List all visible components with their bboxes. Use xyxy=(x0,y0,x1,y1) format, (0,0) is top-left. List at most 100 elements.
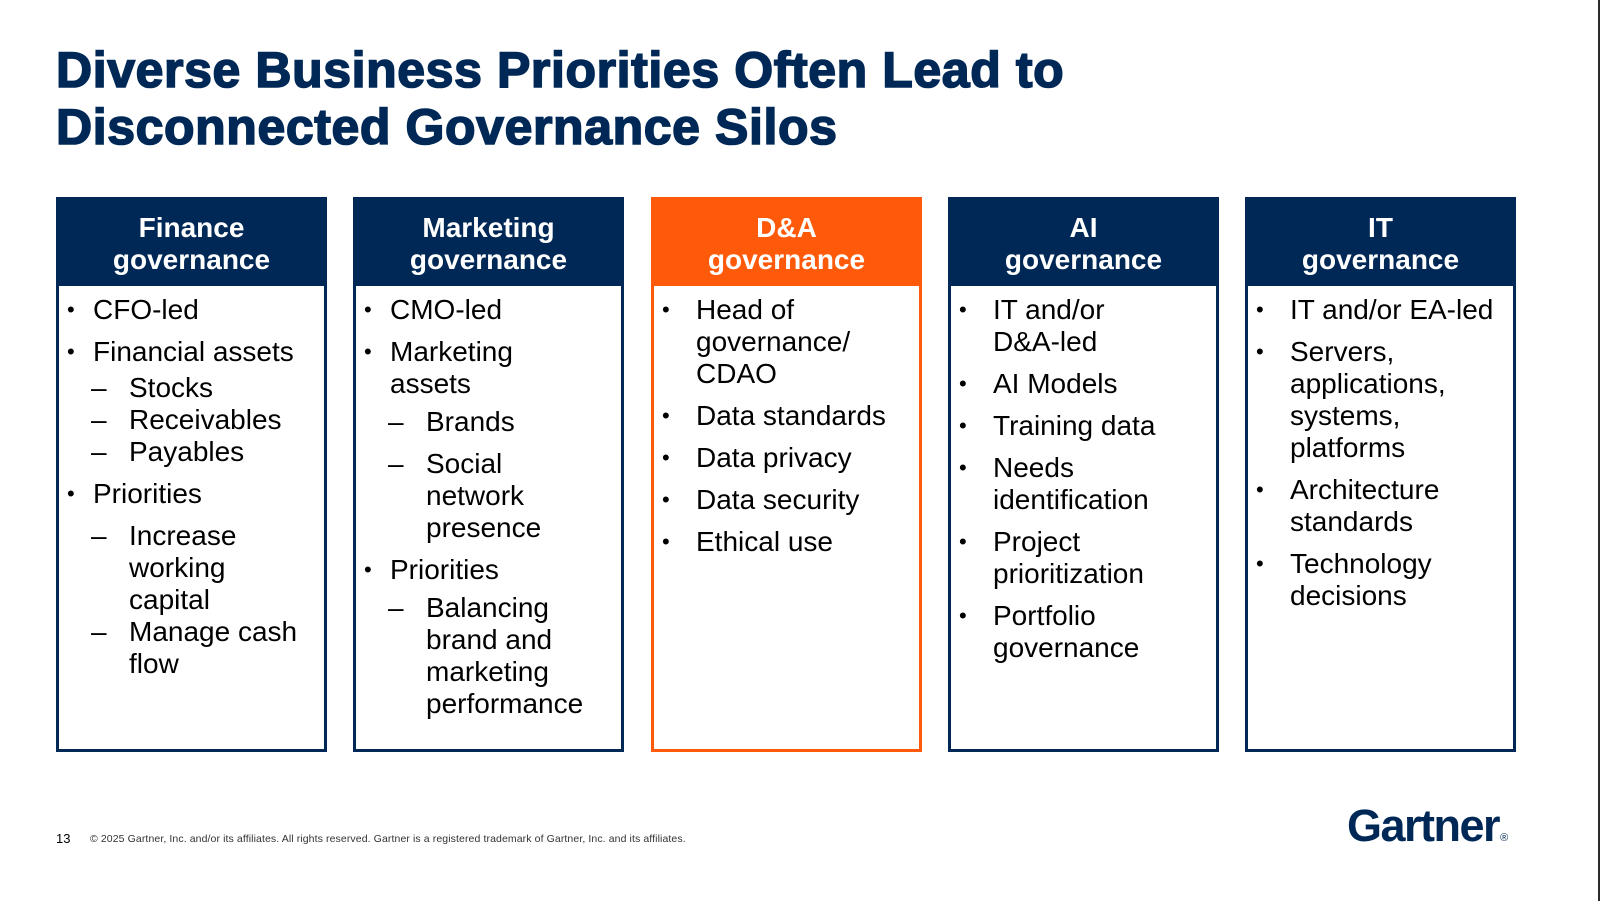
bullet-icon: • xyxy=(364,297,372,322)
list-item-text: Servers, applications, systems, platform… xyxy=(1290,336,1446,463)
column-header-line-1: D&A xyxy=(756,211,817,243)
column-header-line-2: governance xyxy=(707,243,866,275)
column-header: Finance governance xyxy=(59,200,324,286)
bullet-icon: • xyxy=(959,413,967,438)
column-header-line-2: governance xyxy=(112,243,271,275)
sub-list-item-text: Social network presence xyxy=(426,448,542,543)
sub-list-item-text: Brands xyxy=(426,406,515,437)
column-header-line-2: governance xyxy=(1301,243,1460,275)
list-item: • AI Models xyxy=(959,368,1210,400)
list-item: • Technology decisions xyxy=(1256,548,1507,612)
bullet-icon: • xyxy=(959,455,967,480)
sub-list-item-text: Manage cash flow xyxy=(129,616,298,679)
column-header-line-1: IT xyxy=(1368,211,1393,243)
list-item-text: Data security xyxy=(696,484,860,515)
column-header: Marketing governance xyxy=(356,200,621,286)
bullet-icon: • xyxy=(67,297,75,322)
column-body: • Head of governance/ CDAO • Data standa… xyxy=(654,286,919,558)
column-header: D&A governance xyxy=(654,200,919,286)
list-item-text: Needs identification xyxy=(993,452,1149,515)
list-item: • Ethical use xyxy=(662,526,913,558)
column-body: • CFO-led • Financial assets – Stocks – … xyxy=(59,286,324,680)
sub-list-item: – Social network presence xyxy=(364,448,615,544)
list-item-text: Data standards xyxy=(696,400,886,431)
dash-icon: – xyxy=(91,436,107,467)
list-item: • Training data xyxy=(959,410,1210,442)
bullet-icon: • xyxy=(662,297,670,322)
list-item: • Priorities xyxy=(67,478,318,510)
dash-icon: – xyxy=(388,448,404,479)
bullet-icon: • xyxy=(1256,297,1264,322)
bullet-icon: • xyxy=(67,339,75,364)
list-item-text: IT and/or EA-led xyxy=(1290,294,1494,325)
list-item: • Head of governance/ CDAO xyxy=(662,294,913,390)
column-header-line-2: governance xyxy=(1004,243,1163,275)
column-header-line-1: Finance xyxy=(138,211,245,243)
list-item-text: Ethical use xyxy=(696,526,833,557)
title-line-1: Diverse Business Priorities Often Lead t… xyxy=(55,41,1065,99)
bullet-icon: • xyxy=(662,487,670,512)
list-item-text: Data privacy xyxy=(696,442,852,473)
bullet-icon: • xyxy=(662,529,670,554)
list-item: • Needs identification xyxy=(959,452,1210,516)
bullet-icon: • xyxy=(364,557,372,582)
list-item: • Portfolio governance xyxy=(959,600,1210,664)
list-item: • Data privacy xyxy=(662,442,913,474)
sub-list: – Balancing brand and marketing performa… xyxy=(364,592,615,720)
bullet-icon: • xyxy=(1256,551,1264,576)
sub-list-item: – Receivables xyxy=(67,404,318,436)
bullet-icon: • xyxy=(959,603,967,628)
registered-mark-icon: ® xyxy=(1500,832,1509,844)
gartner-logo: Gartner® xyxy=(1347,800,1508,852)
column-marketing-governance: Marketing governance • CMO-led • Marketi… xyxy=(353,197,624,752)
sub-list: – Increase working capital – Manage cash… xyxy=(67,520,318,680)
bullet-icon: • xyxy=(1256,477,1264,502)
list-item-text: Portfolio governance xyxy=(993,600,1140,663)
logo-wordmark: Gartner xyxy=(1347,800,1501,851)
list-item: • Data security xyxy=(662,484,913,516)
list-item-text: Project prioritization xyxy=(993,526,1144,589)
sub-list-item: – Increase working capital xyxy=(67,520,318,616)
dash-icon: – xyxy=(388,406,404,437)
slide-title: Diverse Business Priorities Often Lead t… xyxy=(55,41,1065,156)
bullet-icon: • xyxy=(662,445,670,470)
sub-list-item-text: Payables xyxy=(129,436,245,467)
dash-icon: – xyxy=(91,616,107,647)
list-item-text: Training data xyxy=(993,410,1156,441)
list-item-text: Priorities xyxy=(390,554,499,585)
list-item: • Architecture standards xyxy=(1256,474,1507,538)
column-header-line-2: governance xyxy=(409,243,568,275)
sub-list-item: – Stocks xyxy=(67,372,318,404)
copyright-notice: © 2025 Gartner, Inc. and/or its affiliat… xyxy=(90,833,686,845)
column-da-governance: D&A governance • Head of governance/ CDA… xyxy=(651,197,922,752)
column-body: • CMO-led • Marketing assets – Brands – … xyxy=(356,286,621,720)
column-header: AI governance xyxy=(951,200,1216,286)
list-item-text: Priorities xyxy=(93,478,202,509)
sub-list-item-text: Increase working capital xyxy=(129,520,237,615)
list-item-text: Head of governance/ CDAO xyxy=(696,294,851,389)
list-item: • Marketing assets xyxy=(364,336,615,400)
bullet-icon: • xyxy=(662,403,670,428)
list-item: • CMO-led xyxy=(364,294,615,326)
title-line-2: Disconnected Governance Silos xyxy=(55,98,838,156)
sub-list-item: – Balancing brand and marketing performa… xyxy=(364,592,615,720)
list-item-text: IT and/or D&A-led xyxy=(993,294,1105,357)
sub-list: – Stocks – Receivables – Payables xyxy=(67,372,318,468)
column-header-line-1: AI xyxy=(1069,211,1098,243)
list-item: • Servers, applications, systems, platfo… xyxy=(1256,336,1507,464)
list-item-text: Architecture standards xyxy=(1290,474,1440,537)
bullet-icon: • xyxy=(959,297,967,322)
page-number: 13 xyxy=(56,831,71,846)
sub-list-item: – Brands xyxy=(364,406,615,438)
slide-right-edge xyxy=(1598,0,1600,901)
sub-list-item: – Payables xyxy=(67,436,318,468)
list-item: • Priorities xyxy=(364,554,615,586)
sub-list: – Brands – Social network presence xyxy=(364,406,615,544)
sub-list-item: – Manage cash flow xyxy=(67,616,318,680)
list-item: • Financial assets xyxy=(67,336,318,368)
sub-list-item-text: Receivables xyxy=(129,404,282,435)
list-item-text: AI Models xyxy=(993,368,1118,399)
column-body: • IT and/or EA-led • Servers, applicatio… xyxy=(1248,286,1513,612)
list-item: • CFO-led xyxy=(67,294,318,326)
list-item: • Project prioritization xyxy=(959,526,1210,590)
